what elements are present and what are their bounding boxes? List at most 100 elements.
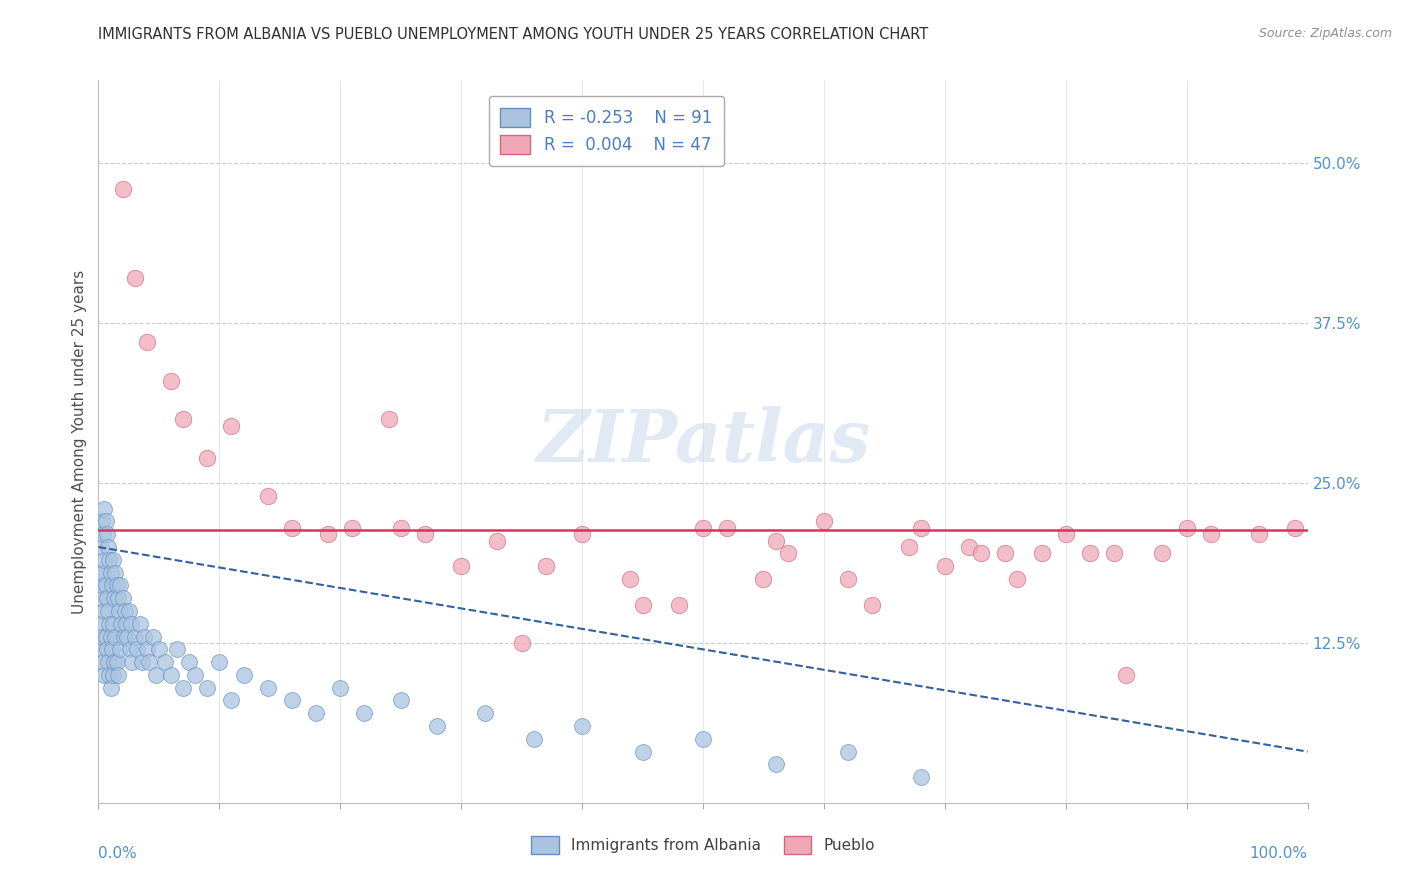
Point — [108, 642, 131, 657]
Point — [860, 598, 883, 612]
Point — [450, 559, 472, 574]
Point — [153, 655, 176, 669]
Point — [474, 706, 496, 721]
Point — [100, 578, 122, 592]
Point — [256, 489, 278, 503]
Point — [148, 642, 170, 657]
Point — [118, 642, 141, 657]
Point — [1007, 572, 1029, 586]
Point — [101, 668, 124, 682]
Point — [94, 515, 117, 529]
Point — [195, 681, 218, 695]
Point — [221, 418, 243, 433]
Point — [668, 598, 690, 612]
Point — [389, 521, 412, 535]
Point — [114, 604, 136, 618]
Point — [97, 540, 120, 554]
Text: Source: ZipAtlas.com: Source: ZipAtlas.com — [1258, 27, 1392, 40]
Point — [389, 693, 412, 707]
Point — [1031, 546, 1053, 560]
Point — [90, 642, 112, 657]
Point — [104, 630, 127, 644]
Point — [184, 668, 207, 682]
Point — [100, 630, 122, 644]
Point — [107, 668, 129, 682]
Point — [100, 566, 122, 580]
Legend: Immigrants from Albania, Pueblo: Immigrants from Albania, Pueblo — [524, 830, 882, 860]
Point — [813, 515, 835, 529]
Point — [910, 521, 932, 535]
Point — [138, 655, 160, 669]
Point — [93, 553, 115, 567]
Point — [353, 706, 375, 721]
Point — [108, 604, 131, 618]
Point — [631, 598, 654, 612]
Point — [172, 412, 194, 426]
Point — [124, 271, 146, 285]
Point — [1249, 527, 1271, 541]
Point — [120, 616, 142, 631]
Point — [100, 642, 122, 657]
Point — [94, 630, 117, 644]
Point — [534, 559, 557, 574]
Point — [1054, 527, 1077, 541]
Point — [108, 578, 131, 592]
Point — [837, 572, 859, 586]
Point — [994, 546, 1017, 560]
Point — [91, 630, 114, 644]
Point — [103, 655, 125, 669]
Point — [1152, 546, 1174, 560]
Point — [970, 546, 993, 560]
Point — [93, 604, 115, 618]
Point — [94, 578, 117, 592]
Point — [316, 527, 339, 541]
Point — [1284, 521, 1306, 535]
Point — [195, 450, 218, 465]
Point — [1115, 668, 1137, 682]
Point — [93, 668, 115, 682]
Point — [329, 681, 352, 695]
Point — [101, 616, 124, 631]
Point — [166, 642, 188, 657]
Point — [692, 731, 714, 746]
Point — [124, 630, 146, 644]
Point — [90, 591, 112, 606]
Point — [97, 655, 120, 669]
Point — [90, 540, 112, 554]
Point — [103, 591, 125, 606]
Point — [281, 693, 304, 707]
Point — [342, 521, 364, 535]
Point — [89, 616, 111, 631]
Point — [179, 655, 201, 669]
Point — [110, 616, 132, 631]
Point — [98, 668, 121, 682]
Point — [160, 374, 183, 388]
Point — [112, 630, 135, 644]
Text: 100.0%: 100.0% — [1250, 847, 1308, 861]
Point — [117, 630, 139, 644]
Point — [281, 521, 304, 535]
Point — [377, 412, 399, 426]
Point — [97, 604, 120, 618]
Point — [256, 681, 278, 695]
Point — [221, 693, 243, 707]
Point — [98, 616, 121, 631]
Point — [619, 572, 641, 586]
Point — [957, 540, 980, 554]
Point — [100, 681, 122, 695]
Point — [232, 668, 254, 682]
Point — [101, 553, 124, 567]
Point — [413, 527, 436, 541]
Point — [776, 546, 799, 560]
Point — [91, 566, 114, 580]
Point — [571, 719, 593, 733]
Point — [631, 745, 654, 759]
Point — [91, 515, 114, 529]
Point — [145, 668, 167, 682]
Point — [128, 616, 150, 631]
Point — [105, 578, 128, 592]
Point — [118, 604, 141, 618]
Point — [96, 527, 118, 541]
Point — [91, 578, 114, 592]
Point — [135, 642, 157, 657]
